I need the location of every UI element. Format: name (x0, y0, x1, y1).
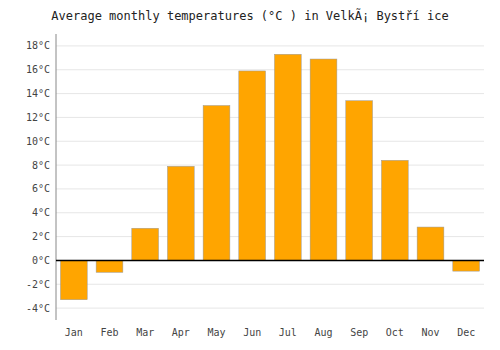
grid-line (56, 188, 484, 189)
bar (346, 101, 373, 261)
y-tick-label: -4°C (26, 303, 50, 314)
bar (453, 260, 480, 271)
grid-line (56, 141, 484, 142)
bar (274, 54, 301, 260)
x-tick-label: Oct (386, 327, 404, 338)
y-tick-label: 12°C (26, 112, 50, 123)
grid-line (56, 308, 484, 309)
x-tick-label: Jul (279, 327, 297, 338)
x-tick-label: Dec (457, 327, 475, 338)
grid (56, 46, 484, 308)
y-tick-label: 16°C (26, 64, 50, 75)
y-tick-label: 0°C (32, 255, 50, 266)
chart-svg: Average monthly temperatures (°C ) in Ve… (0, 0, 500, 350)
x-tick-label: May (207, 327, 225, 338)
chart-container: Average monthly temperatures (°C ) in Ve… (0, 0, 500, 350)
x-tick-label: Feb (100, 327, 118, 338)
x-tick-label: Sep (350, 327, 368, 338)
y-tick-label: 2°C (32, 231, 50, 242)
bar (167, 166, 194, 260)
x-tick-label: Aug (314, 327, 332, 338)
grid-line (56, 93, 484, 94)
y-axis-line (56, 34, 57, 320)
bar (310, 59, 337, 260)
x-tick-label: Jun (243, 327, 261, 338)
y-tick-label: 18°C (26, 40, 50, 51)
zero-line (56, 260, 484, 262)
bar (381, 160, 408, 260)
y-tick-label: 8°C (32, 160, 50, 171)
y-tick-label: 6°C (32, 183, 50, 194)
x-tick-label: Apr (172, 327, 190, 338)
bars (56, 54, 484, 299)
y-tick-label: 10°C (26, 136, 50, 147)
bar (203, 106, 230, 261)
y-tick-label: 4°C (32, 207, 50, 218)
grid-line (56, 284, 484, 285)
grid-line (56, 69, 484, 70)
title: Average monthly temperatures (°C ) in Ve… (51, 8, 448, 23)
grid-line (56, 212, 484, 213)
x-tick-label: Nov (421, 327, 439, 338)
bar (60, 260, 87, 299)
grid-line (56, 260, 484, 261)
y-tick-label: 14°C (26, 88, 50, 99)
y-tick-label: -2°C (26, 279, 50, 290)
bar (132, 228, 159, 260)
grid-line (56, 165, 484, 166)
x-tick-label: Mar (136, 327, 154, 338)
bar (417, 227, 444, 260)
grid-line (56, 117, 484, 118)
x-tick-label: Jan (65, 327, 83, 338)
grid-line (56, 45, 484, 46)
bar (239, 71, 266, 260)
bar (96, 260, 123, 272)
